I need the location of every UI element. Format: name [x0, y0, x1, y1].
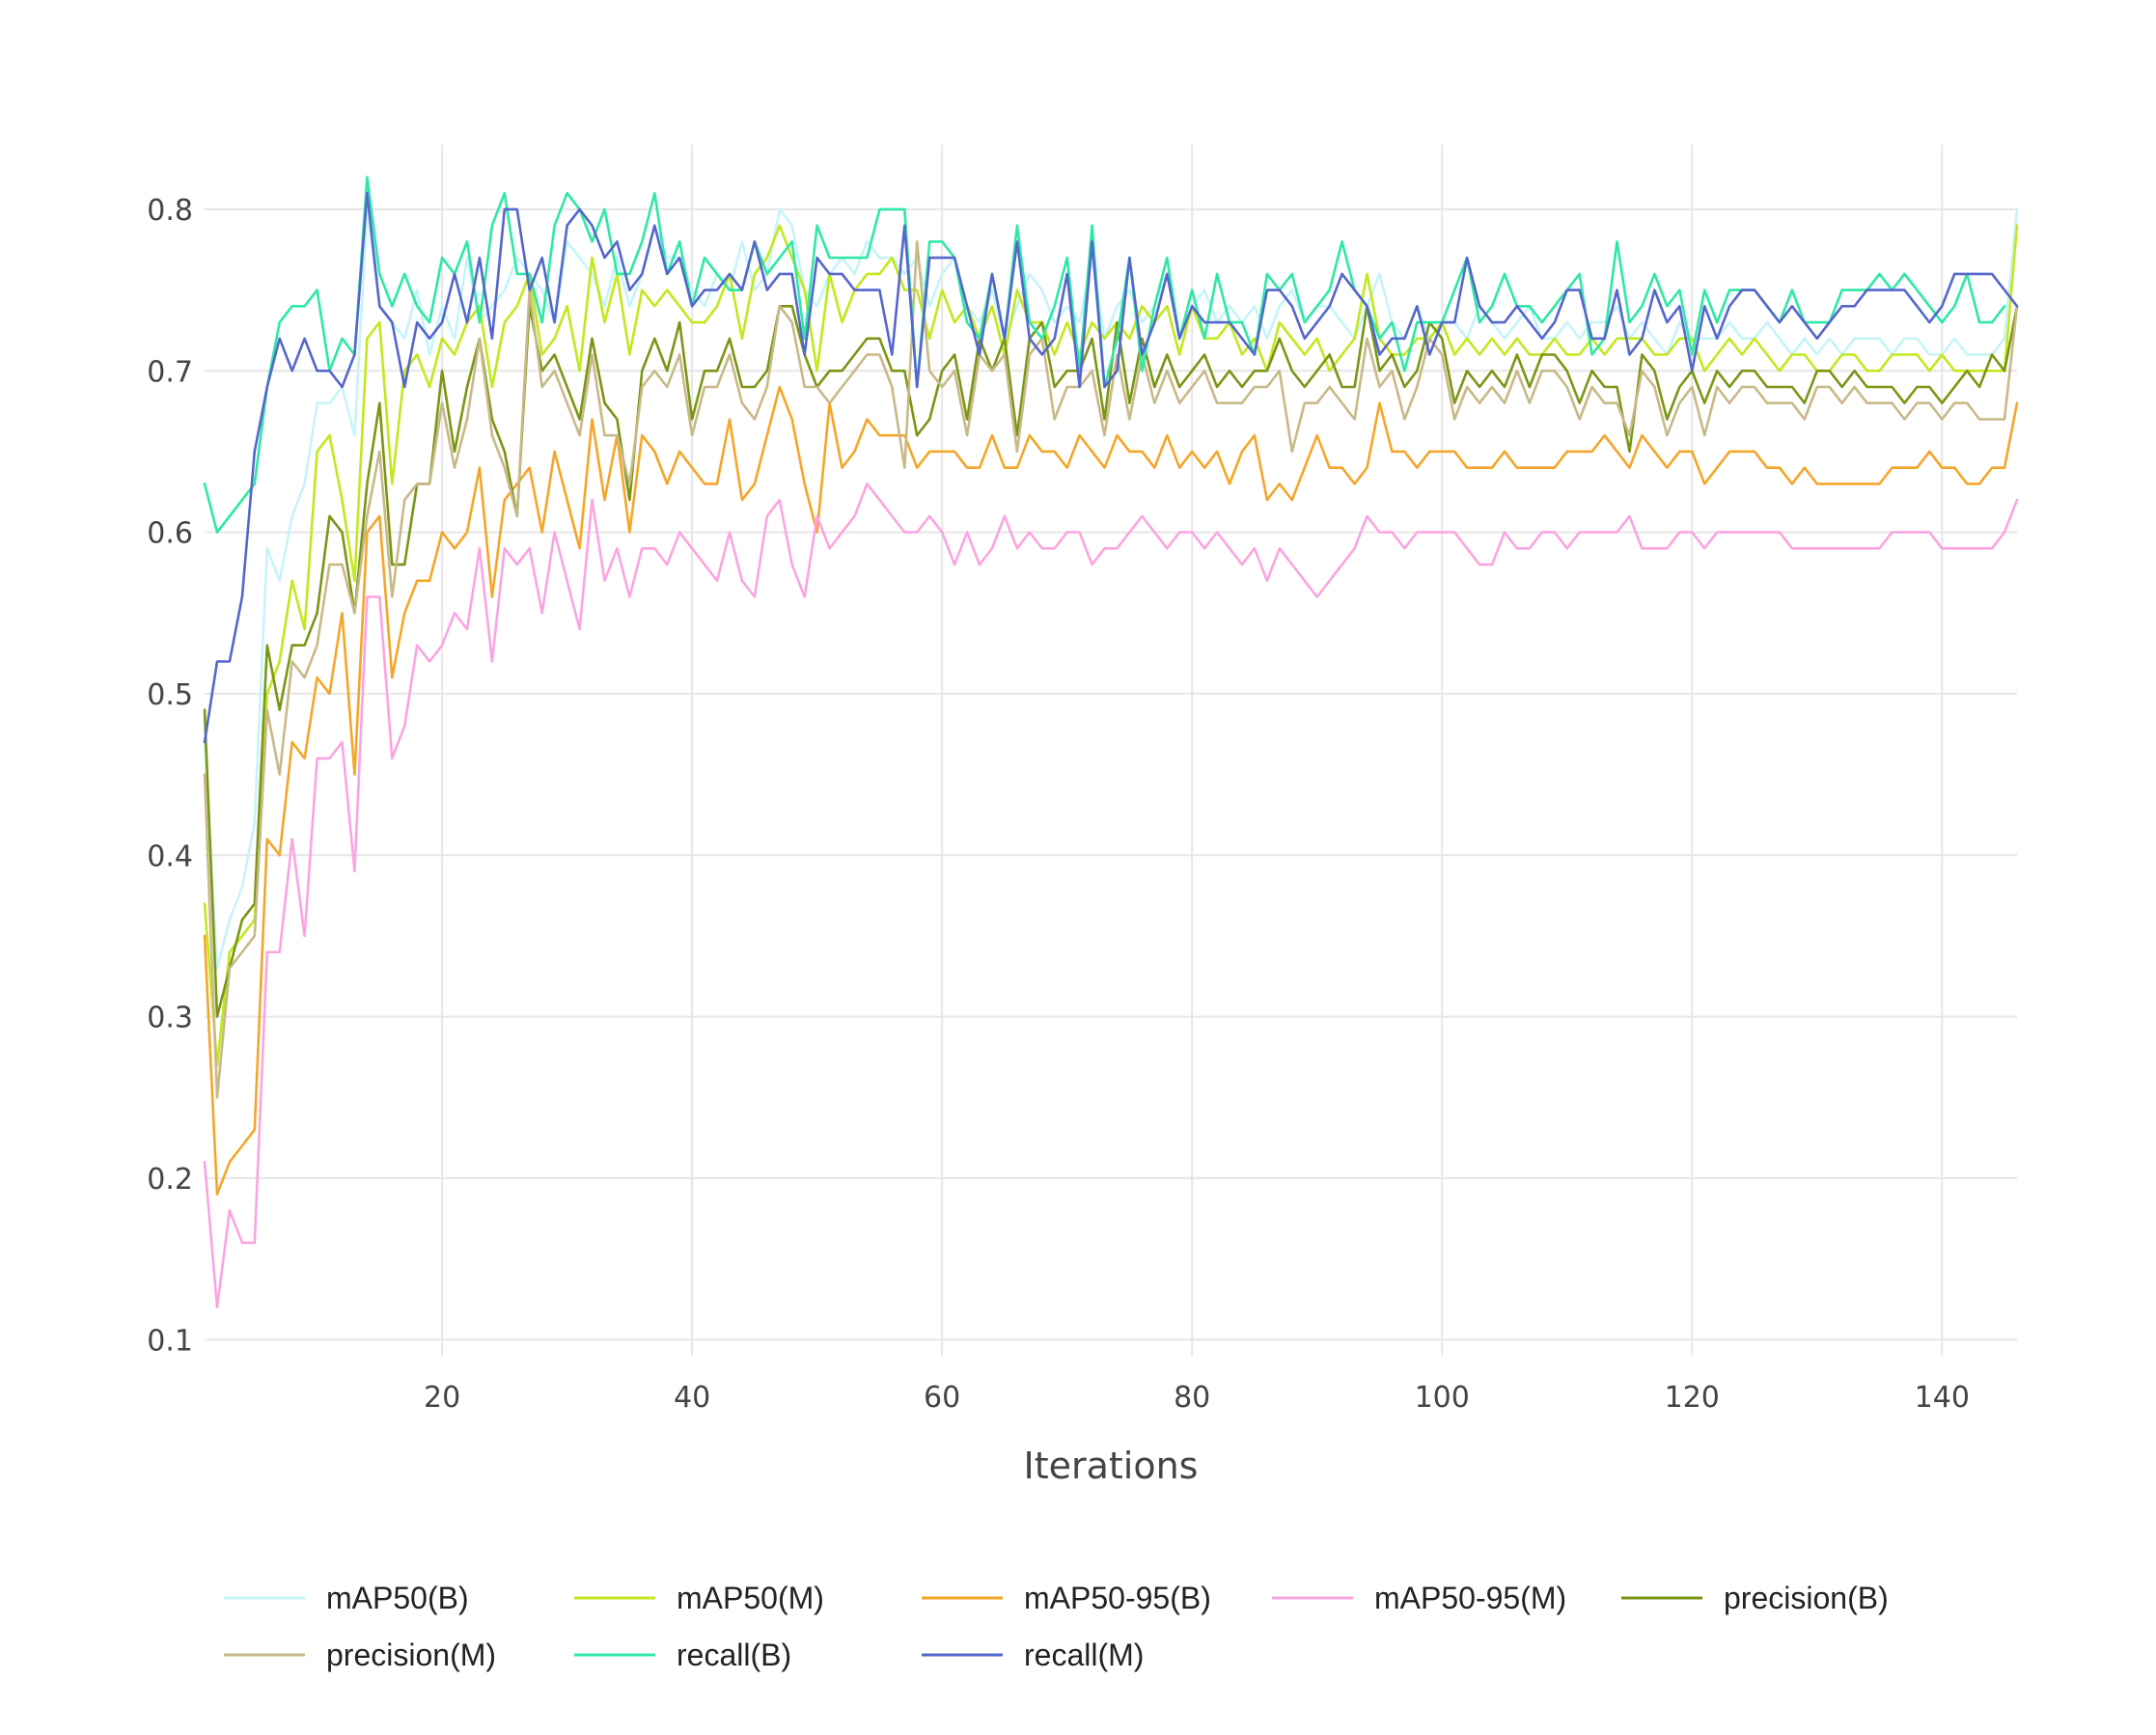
series-line-map50-95-b — [203, 385, 2019, 1196]
y-tick-label: 0.7 — [147, 355, 193, 389]
legend-item[interactable]: recall(M) — [922, 1638, 1144, 1672]
y-tick-label: 0.4 — [147, 840, 193, 873]
legend-label: precision(B) — [1724, 1581, 1889, 1615]
tick-labels: 0.1 0.2 0.3 0.4 0.5 0.6 0.7 0.8 20 40 60 80 100 120 14… — [147, 194, 1970, 1415]
legend-item[interactable]: mAP50(M) — [574, 1581, 824, 1615]
legend[interactable]: mAP50(B) mAP50(M) mAP50-95(B) mAP50-95(M) pr… — [224, 1581, 1889, 1672]
legend-label: mAP50(B) — [326, 1581, 469, 1615]
legend-label: recall(M) — [1024, 1638, 1144, 1672]
y-tick-label: 0.3 — [147, 1002, 193, 1035]
x-tick-label: 120 — [1665, 1381, 1720, 1415]
x-tick-label: 140 — [1915, 1381, 1970, 1415]
y-tick-label: 0.6 — [147, 517, 193, 551]
legend-label: mAP50-95(B) — [1024, 1581, 1211, 1615]
legend-item[interactable]: precision(B) — [1621, 1581, 1889, 1615]
x-tick-label: 100 — [1415, 1381, 1470, 1415]
series-line-map50-b — [203, 207, 2019, 970]
legend-item[interactable]: mAP50-95(B) — [922, 1581, 1211, 1615]
x-tick-label: 40 — [674, 1381, 710, 1415]
series-line-precision-m — [203, 240, 2019, 1099]
series-lines — [203, 176, 2019, 1309]
legend-label: recall(B) — [677, 1638, 791, 1672]
legend-label: mAP50(M) — [677, 1581, 824, 1615]
x-tick-label: 80 — [1174, 1381, 1210, 1415]
legend-item[interactable]: mAP50(B) — [224, 1581, 469, 1615]
series-line-map50-m — [203, 224, 2019, 1067]
series-line-recall-m — [203, 191, 2019, 744]
x-tick-label: 60 — [924, 1381, 960, 1415]
legend-item[interactable]: mAP50-95(M) — [1272, 1581, 1566, 1615]
legend-item[interactable]: recall(B) — [574, 1638, 791, 1672]
x-tick-label: 20 — [424, 1381, 460, 1415]
y-tick-label: 0.8 — [147, 194, 193, 228]
series-line-precision-b — [203, 304, 2019, 1018]
y-tick-label: 0.5 — [147, 678, 193, 712]
legend-label: mAP50-95(M) — [1374, 1581, 1566, 1615]
x-axis-title: Iterations — [1024, 1445, 1199, 1487]
y-tick-label: 0.1 — [147, 1324, 193, 1358]
series-line-map50-95-m — [203, 482, 2019, 1309]
legend-item[interactable]: precision(M) — [224, 1638, 496, 1672]
y-tick-label: 0.2 — [147, 1163, 193, 1197]
legend-label: precision(M) — [326, 1638, 496, 1672]
